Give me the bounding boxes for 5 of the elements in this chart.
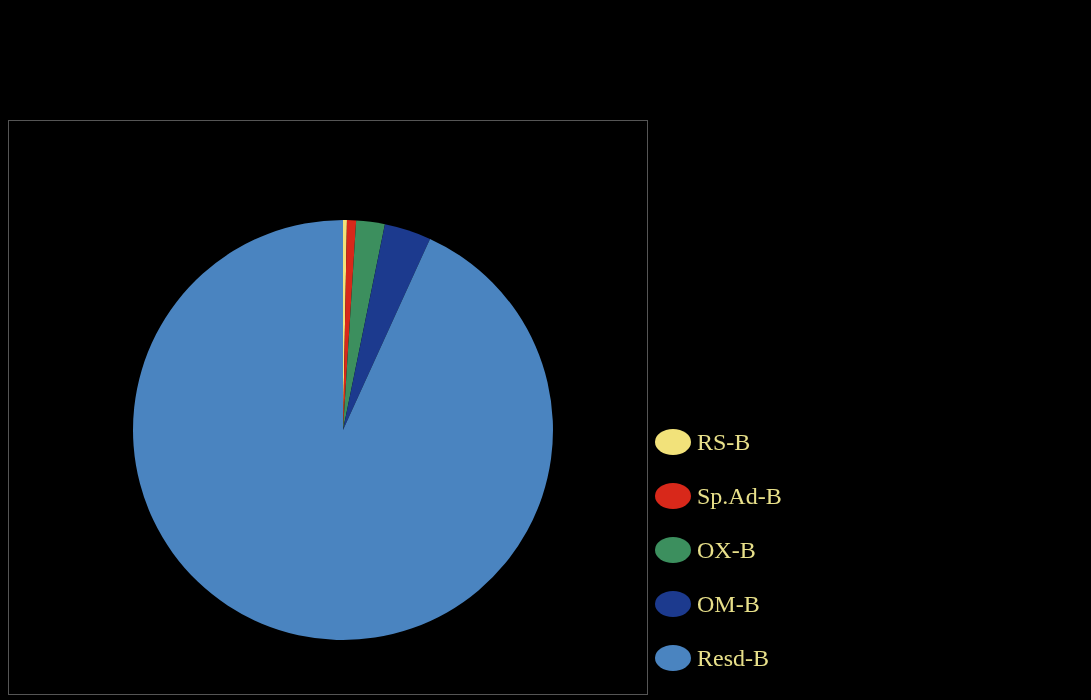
legend-label: OX-B bbox=[697, 536, 756, 564]
legend-label: Resd-B bbox=[697, 644, 769, 672]
legend-label: OM-B bbox=[697, 590, 760, 618]
legend-label: RS-B bbox=[697, 428, 751, 456]
legend-label: Sp.Ad-B bbox=[697, 482, 782, 510]
